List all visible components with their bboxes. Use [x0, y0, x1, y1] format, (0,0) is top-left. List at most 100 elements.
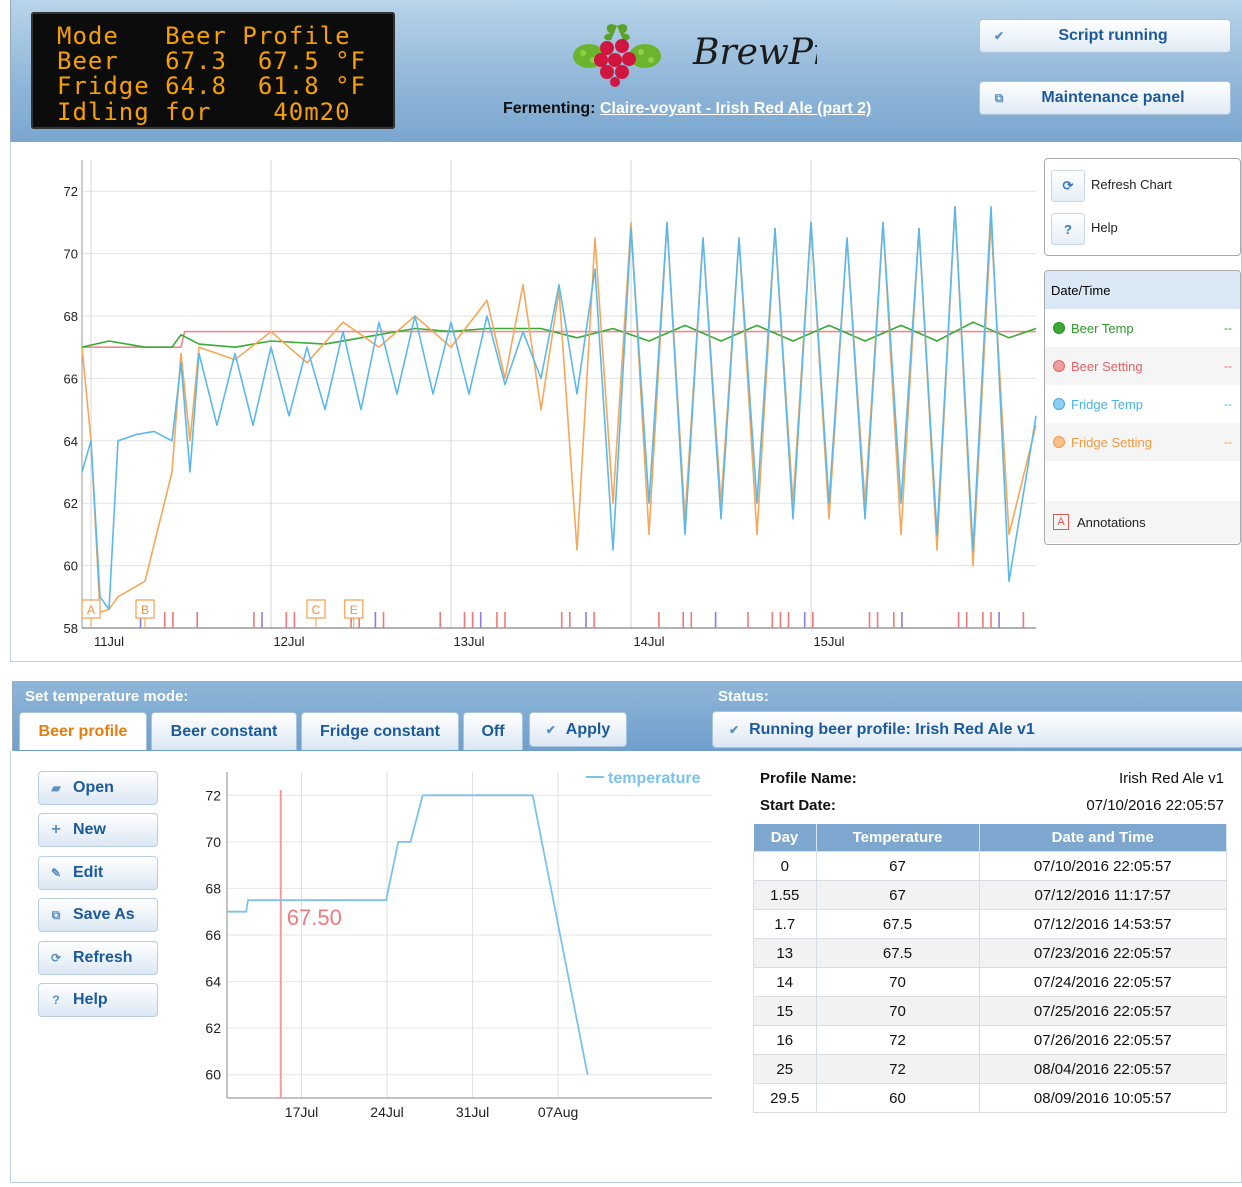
mode-title: Set temperature mode: [25, 688, 189, 705]
refresh-button[interactable]: ⟳ Refresh [38, 941, 158, 975]
table-row[interactable]: 0 67 07/10/2016 22:05:57 [753, 851, 1227, 881]
tab-off[interactable]: Off [463, 712, 523, 750]
table-row[interactable]: 1.7 67.5 07/12/2016 14:53:57 [753, 909, 1227, 939]
profile-name-label: Profile Name: [760, 770, 857, 787]
legend-item-beer-setting[interactable]: Beer Setting -- [1045, 347, 1240, 385]
cell-date[interactable]: 07/26/2016 22:05:57 [978, 1025, 1227, 1055]
legend-date-label: Date/Time [1051, 282, 1111, 298]
table-row[interactable]: 14 70 07/24/2016 22:05:57 [753, 967, 1227, 997]
status-title: Status: [718, 688, 769, 705]
tab-beer-constant[interactable]: Beer constant [151, 712, 297, 750]
y-tick-label: 58 [64, 621, 78, 636]
temperature-chart[interactable]: 58 60 62 64 66 68 70 72 11Jul 12Jul 13Jul 14Jul 15Ju… [0, 150, 1040, 660]
new-button[interactable]: + New [38, 813, 158, 847]
y-tick-label: 60 [64, 559, 78, 574]
open-label: Open [73, 779, 114, 796]
series-beer-setting [82, 330, 1036, 349]
y-tick-label: 72 [64, 184, 78, 199]
y-tick-label: 60 [205, 1067, 221, 1083]
cell-temperature[interactable]: 70 [815, 996, 980, 1026]
legend-item-annotations[interactable]: A Annotations [1045, 501, 1240, 543]
cell-day[interactable]: 16 [753, 1025, 817, 1055]
legend-item-beer-temp[interactable]: Beer Temp -- [1045, 309, 1240, 347]
table-row[interactable]: 15 70 07/25/2016 22:05:57 [753, 996, 1227, 1026]
x-tick-label: 15Jul [813, 634, 844, 649]
cell-temperature[interactable]: 67.5 [815, 938, 980, 968]
chart-help-label: Help [1091, 220, 1118, 235]
cell-temperature[interactable]: 70 [815, 967, 980, 997]
legend-item-fridge-setting[interactable]: Fridge Setting -- [1045, 423, 1240, 461]
check-icon: ✔ [545, 722, 556, 737]
lcd-display: Mode Beer Profile Beer 67.3 67.5 °F Frid… [31, 12, 395, 129]
window-icon: ⧉ [994, 90, 1004, 105]
column-day[interactable]: Day [753, 824, 817, 852]
cell-day[interactable]: 1.7 [753, 909, 817, 939]
cell-temperature[interactable]: 67.5 [815, 909, 980, 939]
profile-chart[interactable]: 60 62 64 66 68 70 72 17Jul 24Jul 31Jul 07Aug 67.50 t… [190, 765, 720, 1125]
legend-value: -- [1224, 321, 1232, 335]
lcd-line-3: Fridge 64.8 61.8 °F [57, 72, 366, 100]
cell-temperature[interactable]: 72 [815, 1054, 980, 1084]
y-tick-label: 68 [205, 880, 221, 896]
cell-day[interactable]: 0 [753, 851, 817, 881]
plot-area [82, 160, 1036, 628]
series-temperature [227, 794, 589, 1075]
annotation-label: B [141, 603, 149, 617]
cell-date[interactable]: 07/24/2016 22:05:57 [978, 967, 1227, 997]
tab-fridge-constant[interactable]: Fridge constant [301, 712, 459, 750]
save-as-button[interactable]: ⧉ Save As [38, 898, 158, 932]
table-row[interactable]: 25 72 08/04/2016 22:05:57 [753, 1054, 1227, 1084]
open-button[interactable]: ▰ Open [38, 771, 158, 805]
cell-date[interactable]: 08/09/2016 10:05:57 [978, 1083, 1227, 1113]
annotation-flag [344, 599, 364, 619]
cell-date[interactable]: 07/12/2016 11:17:57 [978, 880, 1227, 910]
beer-name-link[interactable]: Claire-voyant - Irish Red Ale (part 2) [599, 100, 872, 117]
cell-date[interactable]: 08/04/2016 22:05:57 [978, 1054, 1227, 1084]
refresh-icon: ⟳ [50, 951, 62, 965]
cell-date[interactable]: 07/23/2016 22:05:57 [978, 938, 1227, 968]
x-tick-label: 13Jul [453, 634, 484, 649]
refresh-chart-button[interactable]: ⟳ [1051, 170, 1085, 202]
table-row[interactable]: 16 72 07/26/2016 22:05:57 [753, 1025, 1227, 1055]
fridge-setting-dot-icon [1053, 436, 1065, 448]
tab-beer-profile[interactable]: Beer profile [19, 712, 147, 750]
cell-temperature[interactable]: 67 [815, 851, 980, 881]
apply-label: Apply [565, 720, 611, 738]
table-row[interactable]: 29.5 60 08/09/2016 10:05:57 [753, 1083, 1227, 1113]
cell-day[interactable]: 15 [753, 996, 817, 1026]
legend-value: -- [1224, 397, 1232, 411]
beer-temp-dot-icon [1053, 322, 1065, 334]
legend-value: -- [1224, 435, 1232, 449]
cell-date[interactable]: 07/10/2016 22:05:57 [978, 851, 1227, 881]
legend-value: -- [1224, 359, 1232, 373]
legend-item-fridge-temp[interactable]: Fridge Temp -- [1045, 385, 1240, 423]
start-date-label: Start Date: [760, 797, 836, 814]
cell-day[interactable]: 29.5 [753, 1083, 817, 1113]
cell-day[interactable]: 13 [753, 938, 817, 968]
cell-temperature[interactable]: 60 [815, 1083, 980, 1113]
maintenance-panel-button[interactable]: ⧉ Maintenance panel [979, 81, 1231, 115]
fermenting-info: Fermenting: Claire-voyant - Irish Red Al… [503, 100, 871, 118]
y-tick-label: 70 [205, 834, 221, 850]
cell-temperature[interactable]: 72 [815, 1025, 980, 1055]
table-row[interactable]: 1.55 67 07/12/2016 11:17:57 [753, 880, 1227, 910]
column-date-time[interactable]: Date and Time [979, 824, 1227, 852]
start-date-row: Start Date: 07/10/2016 22:05:57 [760, 797, 1224, 821]
cell-date[interactable]: 07/25/2016 22:05:57 [978, 996, 1227, 1026]
cell-day[interactable]: 1.55 [753, 880, 817, 910]
edit-button[interactable]: ✎ Edit [38, 856, 158, 890]
cell-temperature[interactable]: 67 [815, 880, 980, 910]
column-temperature[interactable]: Temperature [816, 824, 980, 852]
cell-day[interactable]: 25 [753, 1054, 817, 1084]
chart-help-button[interactable]: ? [1051, 213, 1085, 245]
cell-day[interactable]: 14 [753, 967, 817, 997]
apply-button[interactable]: ✔ Apply [529, 712, 627, 747]
cell-date[interactable]: 07/12/2016 14:53:57 [978, 909, 1227, 939]
refresh-icon: ⟳ [1062, 178, 1074, 193]
script-running-button[interactable]: ✔ Script running [979, 19, 1231, 53]
legend-label: Fridge Temp [1071, 396, 1144, 412]
folder-icon: ▰ [51, 781, 61, 795]
help-button[interactable]: ? Help [38, 983, 158, 1017]
annotation-flag [81, 599, 101, 619]
table-row[interactable]: 13 67.5 07/23/2016 22:05:57 [753, 938, 1227, 968]
